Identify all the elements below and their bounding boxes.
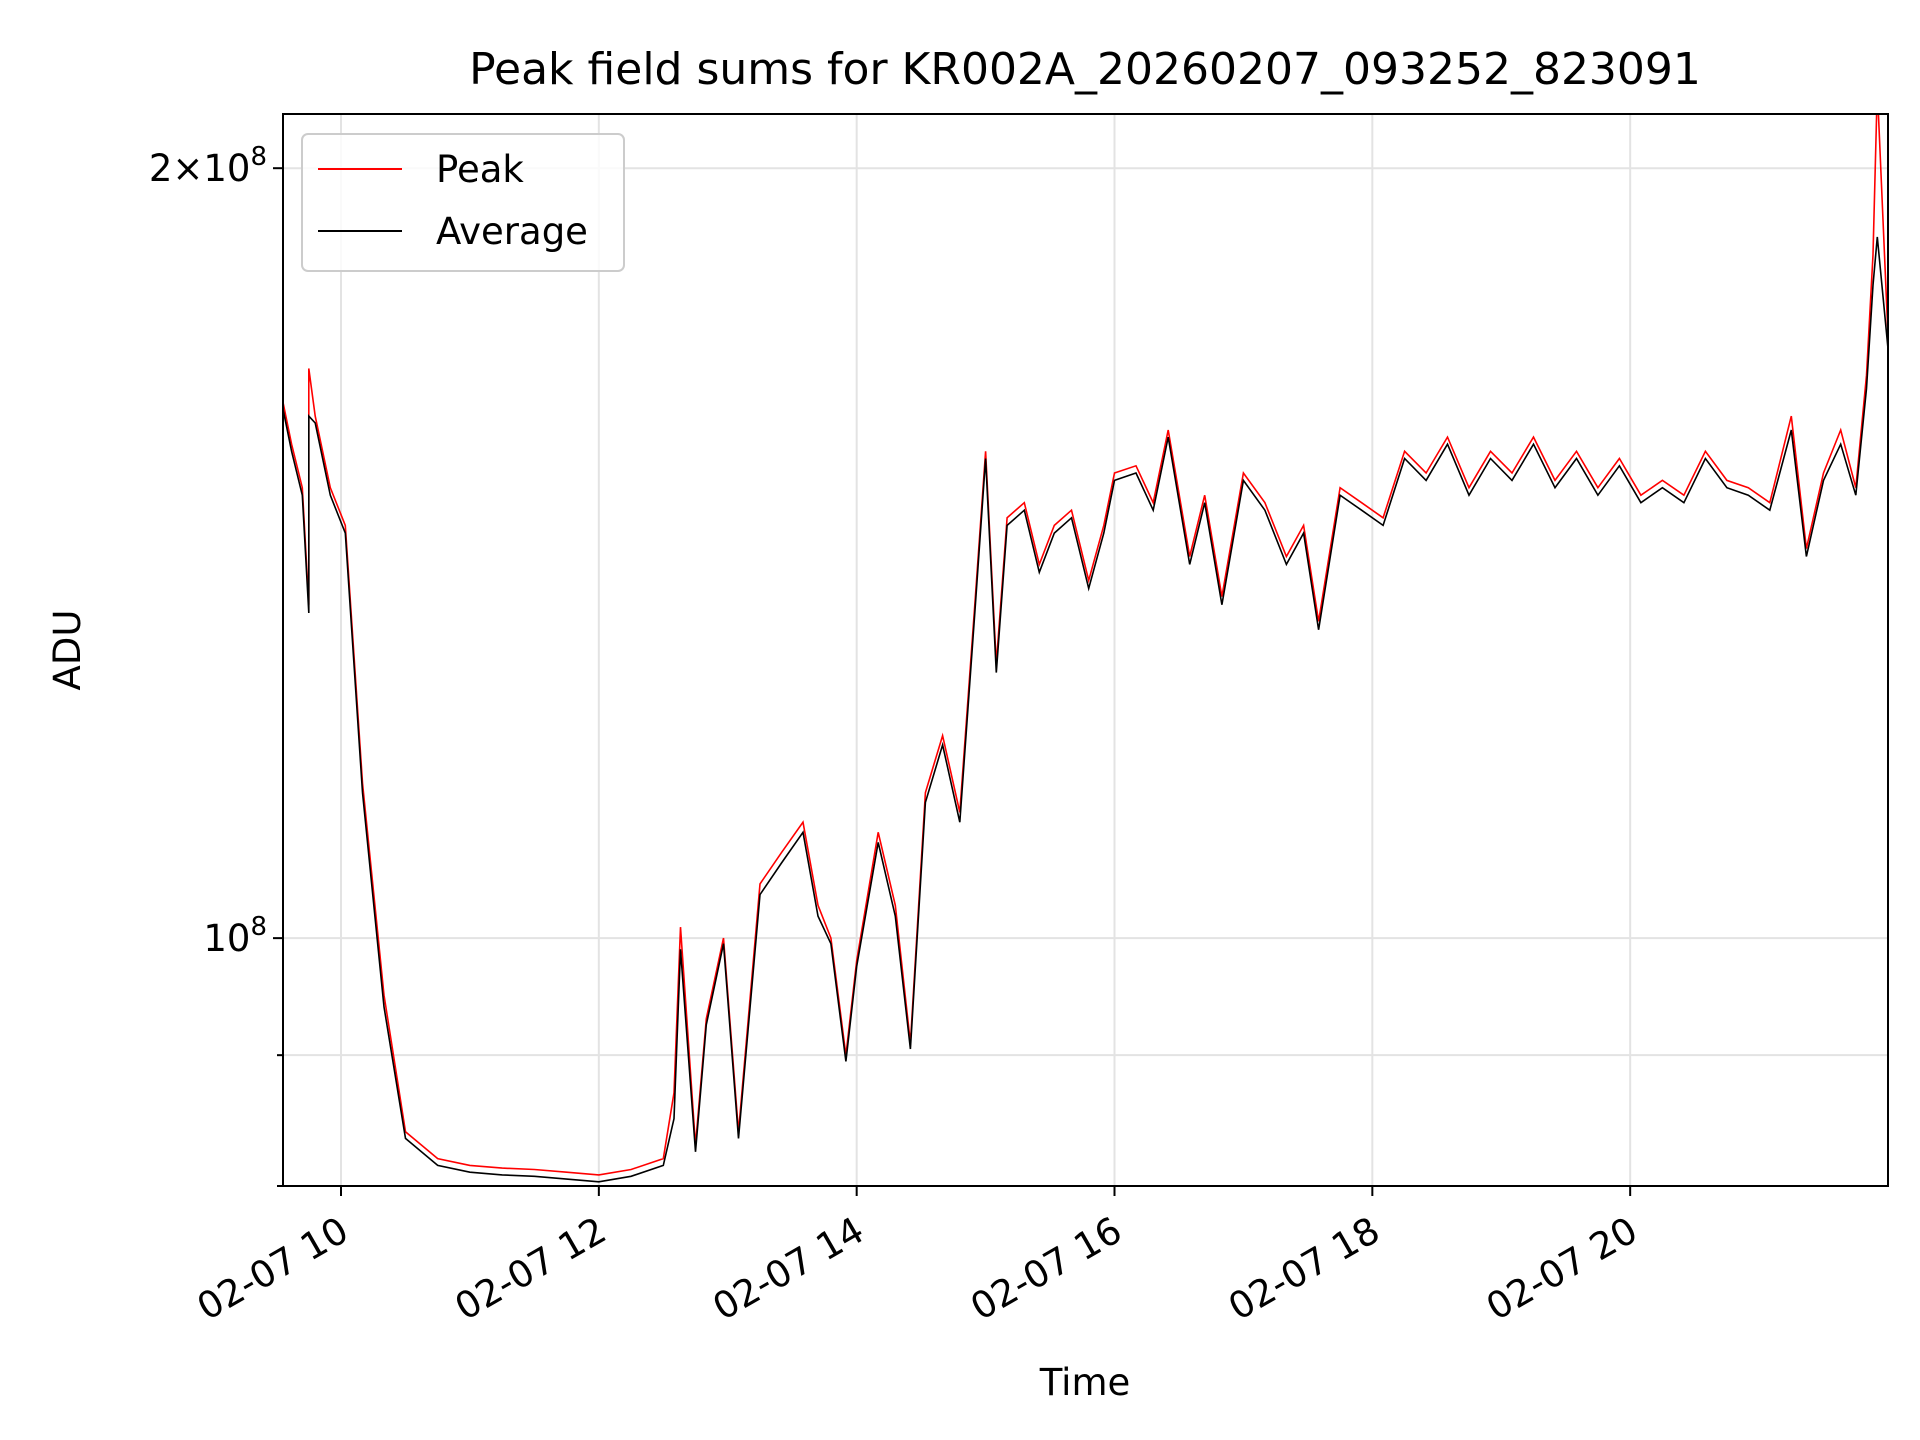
y-tick-label: 2×108 <box>149 142 267 190</box>
legend-label-average: Average <box>436 210 588 253</box>
y-axis-label: ADU <box>46 610 89 691</box>
legend: Peak Average <box>301 133 625 272</box>
axes-frame <box>282 113 1889 1187</box>
legend-label-peak: Peak <box>436 148 524 191</box>
series-line-average <box>283 236 1888 1183</box>
chart-title: Peak field sums for KR002A_20260207_0932… <box>469 44 1701 95</box>
y-tick-label: 108 <box>203 912 267 960</box>
series-line-peak <box>283 114 1888 1176</box>
series-lines <box>283 114 1888 1183</box>
x-axis-label: Time <box>1039 1361 1131 1404</box>
y-tick-exponent: 8 <box>250 142 267 172</box>
y-tick-exponent: 8 <box>250 912 267 942</box>
